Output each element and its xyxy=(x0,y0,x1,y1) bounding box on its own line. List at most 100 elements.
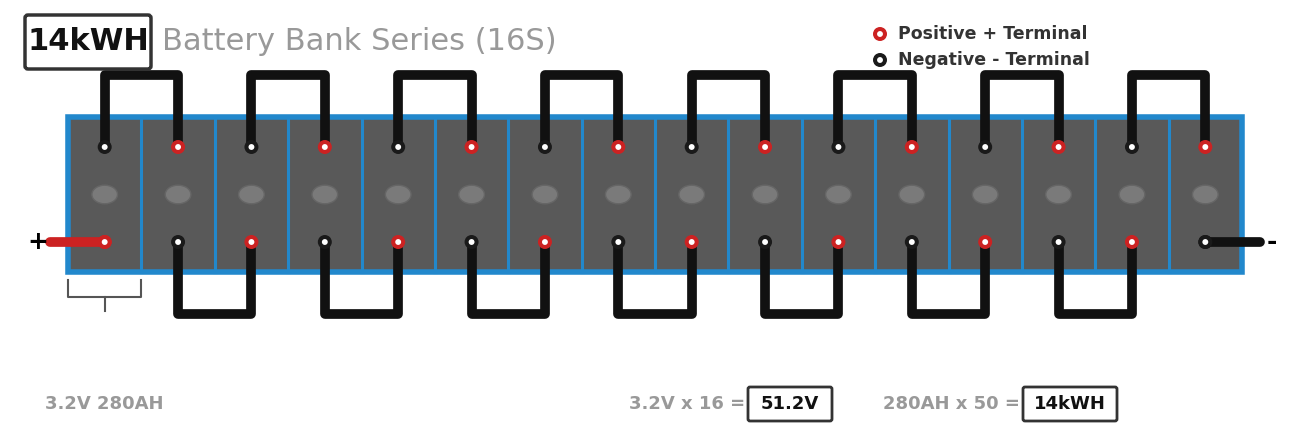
Circle shape xyxy=(322,144,328,150)
Circle shape xyxy=(1199,235,1213,249)
Ellipse shape xyxy=(1119,185,1145,204)
Circle shape xyxy=(391,235,406,249)
Text: +: + xyxy=(27,230,48,254)
Circle shape xyxy=(758,140,772,154)
Circle shape xyxy=(317,140,332,154)
Circle shape xyxy=(1128,144,1135,150)
Circle shape xyxy=(395,144,402,150)
Ellipse shape xyxy=(239,185,264,204)
Circle shape xyxy=(878,31,883,37)
Circle shape xyxy=(832,235,845,249)
Circle shape xyxy=(1199,140,1213,154)
Circle shape xyxy=(905,140,919,154)
Circle shape xyxy=(874,53,887,67)
FancyBboxPatch shape xyxy=(68,117,1241,272)
Circle shape xyxy=(172,235,185,249)
Circle shape xyxy=(176,239,181,245)
Circle shape xyxy=(1124,140,1139,154)
Circle shape xyxy=(1056,239,1062,245)
Circle shape xyxy=(762,144,768,150)
Circle shape xyxy=(244,140,259,154)
Text: Positive + Terminal: Positive + Terminal xyxy=(898,25,1088,43)
Text: 3.2V x 16 =: 3.2V x 16 = xyxy=(629,395,745,413)
Circle shape xyxy=(1124,235,1139,249)
Circle shape xyxy=(101,239,108,245)
Ellipse shape xyxy=(532,185,558,204)
Circle shape xyxy=(836,144,841,150)
Ellipse shape xyxy=(679,185,705,204)
Circle shape xyxy=(689,144,694,150)
Text: Negative - Terminal: Negative - Terminal xyxy=(898,51,1089,69)
Circle shape xyxy=(322,239,328,245)
Circle shape xyxy=(611,140,625,154)
Circle shape xyxy=(538,235,552,249)
Circle shape xyxy=(758,235,772,249)
Circle shape xyxy=(615,239,621,245)
Ellipse shape xyxy=(972,185,998,204)
Circle shape xyxy=(542,239,547,245)
Ellipse shape xyxy=(92,185,117,204)
Circle shape xyxy=(101,144,108,150)
Circle shape xyxy=(836,239,841,245)
Circle shape xyxy=(874,27,887,41)
Ellipse shape xyxy=(900,185,924,204)
Ellipse shape xyxy=(1192,185,1218,204)
Text: Battery Bank Series (16S): Battery Bank Series (16S) xyxy=(162,26,556,55)
Circle shape xyxy=(615,144,621,150)
Circle shape xyxy=(1199,235,1213,249)
Circle shape xyxy=(1052,140,1066,154)
Circle shape xyxy=(983,144,988,150)
Circle shape xyxy=(685,140,698,154)
Circle shape xyxy=(101,239,108,245)
Ellipse shape xyxy=(165,185,191,204)
Circle shape xyxy=(1202,239,1208,245)
Circle shape xyxy=(1202,239,1208,245)
Circle shape xyxy=(538,140,552,154)
Circle shape xyxy=(762,239,768,245)
Circle shape xyxy=(1052,235,1066,249)
Circle shape xyxy=(611,235,625,249)
Circle shape xyxy=(98,140,112,154)
Circle shape xyxy=(878,57,883,63)
Circle shape xyxy=(464,235,478,249)
Circle shape xyxy=(176,144,181,150)
Circle shape xyxy=(978,235,992,249)
Circle shape xyxy=(1128,239,1135,245)
Circle shape xyxy=(172,140,185,154)
Circle shape xyxy=(909,144,915,150)
Circle shape xyxy=(98,235,112,249)
Ellipse shape xyxy=(385,185,411,204)
Ellipse shape xyxy=(826,185,852,204)
Circle shape xyxy=(909,239,915,245)
Ellipse shape xyxy=(312,185,338,204)
Circle shape xyxy=(464,140,478,154)
Circle shape xyxy=(248,239,255,245)
Text: 14kWH: 14kWH xyxy=(27,26,150,55)
FancyBboxPatch shape xyxy=(25,15,151,69)
Circle shape xyxy=(395,239,402,245)
FancyBboxPatch shape xyxy=(1023,387,1117,421)
Text: 14kWH: 14kWH xyxy=(1034,395,1106,413)
Ellipse shape xyxy=(753,185,777,204)
Ellipse shape xyxy=(606,185,632,204)
Ellipse shape xyxy=(459,185,485,204)
Text: 51.2V: 51.2V xyxy=(760,395,819,413)
Circle shape xyxy=(98,235,112,249)
Circle shape xyxy=(248,144,255,150)
Circle shape xyxy=(317,235,332,249)
Circle shape xyxy=(689,239,694,245)
Circle shape xyxy=(542,144,547,150)
Circle shape xyxy=(978,140,992,154)
Circle shape xyxy=(685,235,698,249)
Text: -: - xyxy=(1268,230,1278,254)
Circle shape xyxy=(468,144,474,150)
Circle shape xyxy=(244,235,259,249)
Circle shape xyxy=(1056,144,1062,150)
Circle shape xyxy=(391,140,406,154)
Circle shape xyxy=(905,235,919,249)
Ellipse shape xyxy=(1045,185,1071,204)
Circle shape xyxy=(832,140,845,154)
Circle shape xyxy=(983,239,988,245)
Circle shape xyxy=(1202,144,1208,150)
Text: 3.2V 280AH: 3.2V 280AH xyxy=(46,395,164,413)
